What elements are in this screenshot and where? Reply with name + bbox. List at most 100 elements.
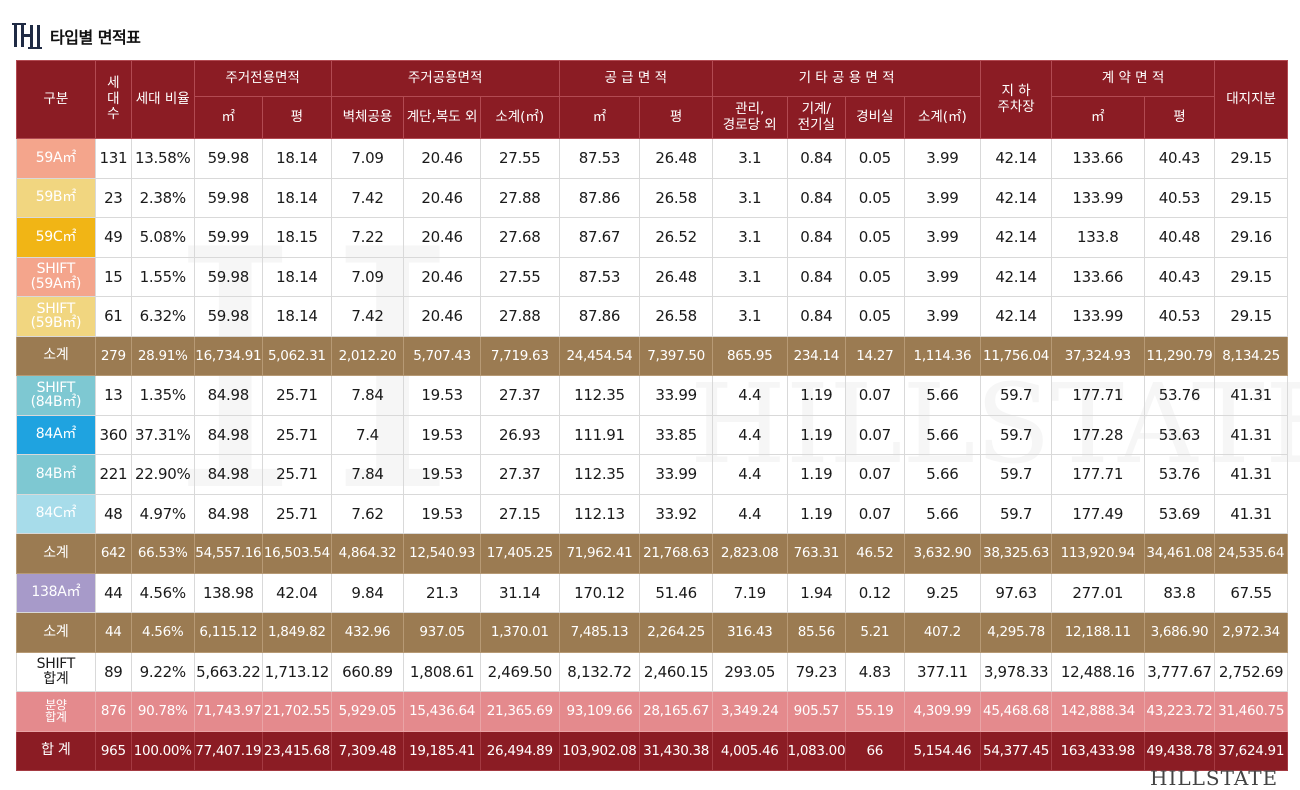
table-cell: 87.86 <box>558 177 641 218</box>
table-cell: 133.66 <box>1050 138 1145 179</box>
table-cell: 407.2 <box>903 612 982 653</box>
area-table: 구분 세 대 수 세대 비율 주거전용면적 주거공용면적 공 급 면 적 기 타… <box>16 60 1288 771</box>
table-cell: 865.95 <box>711 335 788 376</box>
table-cell: 5,154.46 <box>903 730 982 771</box>
table-cell: 432.96 <box>330 612 405 653</box>
table-cell: 29.15 <box>1214 177 1288 218</box>
table-cell: 2,823.08 <box>711 533 788 574</box>
table-cell: 19.53 <box>403 375 481 416</box>
table-cell: 59.98 <box>193 177 264 218</box>
table-cell: 1,083.00 <box>786 730 847 771</box>
table-cell: 360 <box>94 414 132 455</box>
footer-brand-mark: HILLSTATE <box>1150 766 1279 790</box>
table-cell: 1.19 <box>786 375 847 416</box>
table-cell: 87.53 <box>558 256 641 297</box>
table-cell: 2,469.50 <box>479 651 560 692</box>
table-cell: 3.99 <box>903 296 982 337</box>
table-cell: 177.28 <box>1050 414 1145 455</box>
table-cell: 46.52 <box>845 533 905 574</box>
table-cell: 48 <box>94 493 132 534</box>
table-cell: 26.93 <box>479 414 560 455</box>
table-cell: 27.55 <box>479 256 560 297</box>
table-cell: 25.71 <box>262 414 332 455</box>
table-cell: 4.83 <box>845 651 905 692</box>
table-cell: 4.4 <box>711 375 788 416</box>
col-supply: 공 급 면 적 <box>558 60 713 97</box>
table-cell: 2,752.69 <box>1214 651 1288 692</box>
table-cell: 7.42 <box>330 296 405 337</box>
table-cell: 763.31 <box>786 533 847 574</box>
table-cell: 1.94 <box>786 572 847 613</box>
table-cell: 4.4 <box>711 493 788 534</box>
table-cell: 170.12 <box>558 572 641 613</box>
table-cell: 42.14 <box>980 177 1052 218</box>
table-cell: 4.56% <box>130 572 195 613</box>
table-cell: 24,454.54 <box>558 335 641 376</box>
table-cell: 0.12 <box>845 572 905 613</box>
table-cell: 28,165.67 <box>639 691 713 732</box>
table-cell: 177.71 <box>1050 375 1145 416</box>
table-body: 59A㎡ 131 13.58% 59.98 18.14 7.09 20.46 27.55 87.… <box>16 138 1288 771</box>
table-cell: 138.98 <box>193 572 264 613</box>
table-cell: 40.48 <box>1143 217 1216 258</box>
col-guard: 경비실 <box>845 96 905 139</box>
table-cell: 12,188.11 <box>1050 612 1145 653</box>
table-cell: 44 <box>94 612 132 653</box>
table-cell: 11,756.04 <box>980 335 1052 376</box>
table-cell: 33.85 <box>639 414 713 455</box>
table-row: SHIFT (59B㎡) 61 6.32% 59.98 18.14 7.42 20.46 27… <box>16 296 1288 337</box>
header-row-2: ㎡ 평 벽체공용 계단,복도 외 소계(㎡) ㎡ 평 관리, 경로당 외 기계/… <box>17 96 1288 139</box>
col-category: 구분 <box>16 60 96 139</box>
table-cell: 1,370.01 <box>479 612 560 653</box>
table-cell: 0.84 <box>786 138 847 179</box>
table-cell: 279 <box>94 335 132 376</box>
table-cell: 29.15 <box>1214 256 1288 297</box>
col-exclusive: 주거전용면적 <box>193 60 332 97</box>
table-cell: 84.98 <box>193 493 264 534</box>
col-parking: 지 하 주차장 <box>980 60 1052 139</box>
table-cell: 37,324.93 <box>1050 335 1145 376</box>
col-ratio: 세대 비율 <box>130 60 195 139</box>
table-cell: 90.78% <box>130 691 195 732</box>
col-households: 세 대 수 <box>94 60 132 139</box>
table-cell: 1.55% <box>130 256 195 297</box>
table-cell: 113,920.94 <box>1050 533 1145 574</box>
table-row: SHIFT (59A㎡) 15 1.55% 59.98 18.14 7.09 20.46 27… <box>16 256 1288 297</box>
table-cell: 53.76 <box>1143 454 1216 495</box>
table-cell: 37,624.91 <box>1214 730 1288 771</box>
table-cell: 18.14 <box>262 177 332 218</box>
table-cell: 7,485.13 <box>558 612 641 653</box>
table-cell: 25.71 <box>262 375 332 416</box>
table-cell: 234.14 <box>786 335 847 376</box>
table-cell: 87.67 <box>558 217 641 258</box>
table-cell: 112.35 <box>558 454 641 495</box>
table-cell: 4,005.46 <box>711 730 788 771</box>
table-cell: 7.62 <box>330 493 405 534</box>
table-cell: 40.53 <box>1143 177 1216 218</box>
table-cell: 8,132.72 <box>558 651 641 692</box>
table-cell: 27.88 <box>479 177 560 218</box>
table-cell: 5.21 <box>845 612 905 653</box>
table-cell: 9.25 <box>903 572 982 613</box>
table-cell: 45,468.68 <box>980 691 1052 732</box>
table-cell: 2,972.34 <box>1214 612 1288 653</box>
table-cell: 4.4 <box>711 454 788 495</box>
table-cell: 66.53% <box>130 533 195 574</box>
table-cell: 27.55 <box>479 138 560 179</box>
table-cell: 13.58% <box>130 138 195 179</box>
table-cell: 7,397.50 <box>639 335 713 376</box>
table-cell: 22.90% <box>130 454 195 495</box>
table-cell: 27.88 <box>479 296 560 337</box>
table-cell: 3.1 <box>711 138 788 179</box>
row-type-label: 84C㎡ <box>16 493 96 534</box>
table-cell: 111.91 <box>558 414 641 455</box>
table-cell: 17,405.25 <box>479 533 560 574</box>
table-row: 소계 279 28.91% 16,734.91 5,062.31 2,012.20 5,70… <box>16 335 1288 376</box>
table-cell: 77,407.19 <box>193 730 264 771</box>
table-cell: 3,777.67 <box>1143 651 1216 692</box>
table-cell: 7.84 <box>330 375 405 416</box>
table-cell: 0.05 <box>845 177 905 218</box>
table-cell: 83.8 <box>1143 572 1216 613</box>
table-cell: 49,438.78 <box>1143 730 1216 771</box>
table-cell: 142,888.34 <box>1050 691 1145 732</box>
